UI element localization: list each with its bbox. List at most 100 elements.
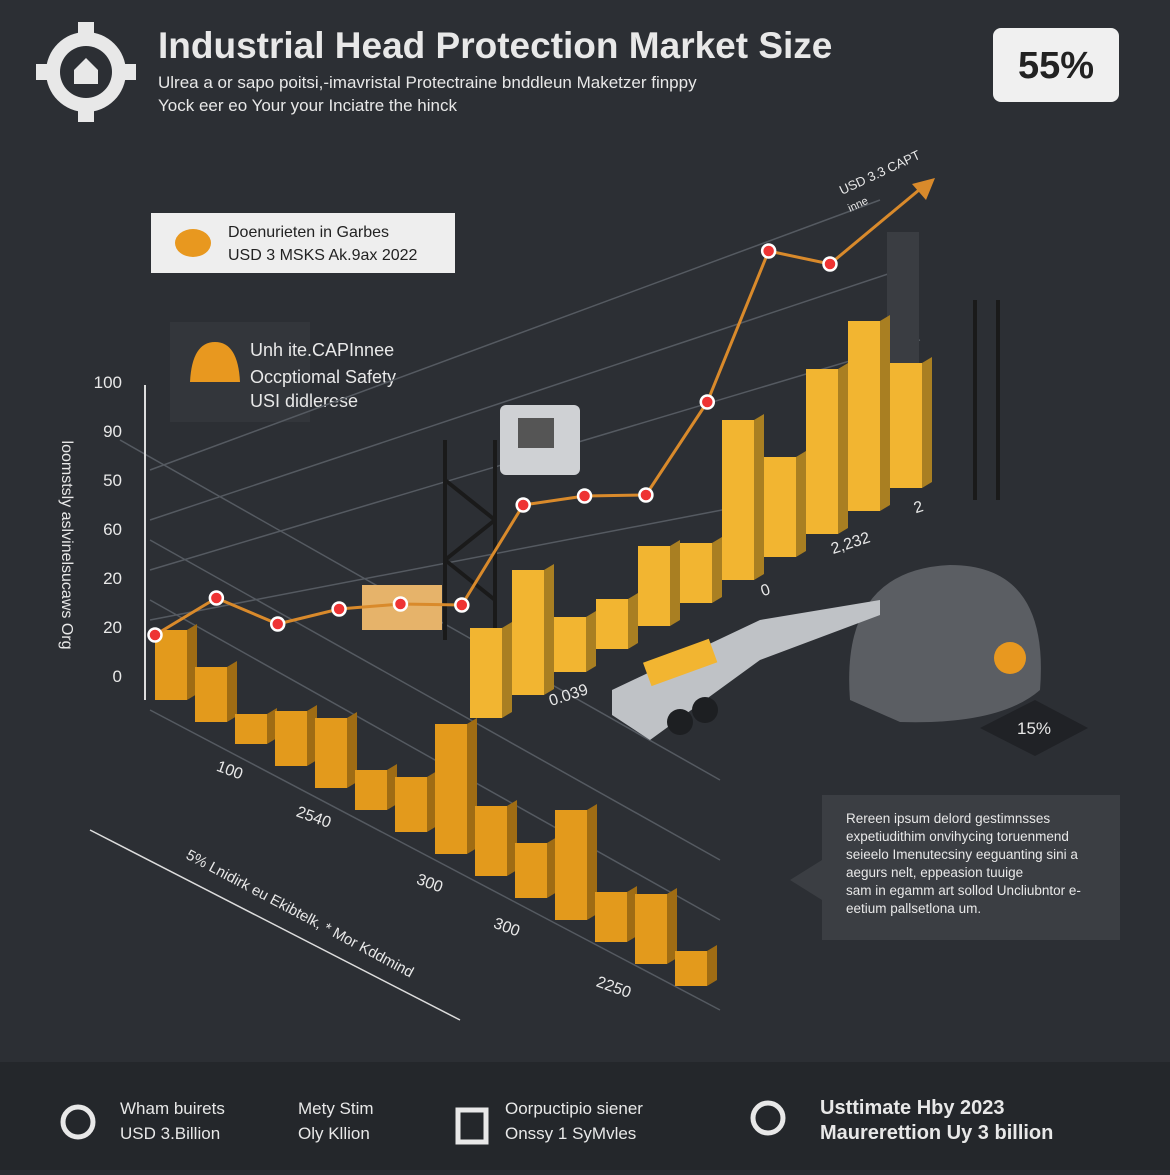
y-tick-label: 20	[103, 618, 122, 637]
bar-side	[707, 945, 717, 986]
footer-bar	[0, 1062, 1170, 1170]
callout-text: Doenurieten in Garbes	[228, 224, 389, 241]
footer-text: USD 3.Billion	[120, 1124, 220, 1143]
text-box-line: eetium pallsetlona um.	[846, 901, 981, 916]
bar	[596, 599, 628, 649]
bar-side	[227, 661, 237, 722]
bar	[275, 711, 307, 766]
bar-side	[922, 357, 932, 488]
trend-point	[638, 487, 654, 503]
machine-screen	[518, 418, 554, 448]
bar-side	[307, 705, 317, 766]
trend-point	[576, 488, 593, 504]
helmet-note: Unh ite.CAPInnee	[250, 340, 394, 360]
bar	[315, 718, 347, 788]
bar	[722, 420, 754, 580]
tower	[443, 300, 1000, 640]
bar	[554, 617, 586, 672]
trend-point	[269, 616, 286, 632]
trend-point	[515, 497, 531, 513]
bar-side	[838, 363, 848, 534]
bar-side	[507, 800, 517, 876]
footer-text: Usttimate Hby 2023	[820, 1097, 1005, 1119]
badge-box	[993, 28, 1119, 102]
text-box-line: aegurs nelt, eppeasion tuuige	[846, 865, 1023, 880]
badge-diamond	[980, 700, 1088, 756]
y-tick-label: 60	[103, 520, 122, 539]
footer-text: Wham buirets	[120, 1099, 225, 1118]
trend-point	[147, 627, 163, 643]
title: Industrial Head Protection Market Size	[158, 25, 832, 66]
diagonal-axis	[89, 829, 461, 1021]
trend-point	[392, 596, 409, 612]
y-tick-label: 20	[103, 569, 122, 588]
bar	[235, 714, 267, 744]
subtitle: Yock eer eo Your your Inciatre the hinck	[158, 96, 457, 115]
bar-side	[587, 804, 597, 920]
bar-side	[586, 611, 596, 672]
bar-side	[467, 718, 477, 854]
trend-point	[699, 394, 716, 410]
shadow-bar	[887, 232, 919, 367]
coin-icon	[175, 229, 211, 257]
bar-side	[547, 837, 557, 898]
bar-side	[667, 888, 677, 964]
bar	[764, 457, 796, 557]
footer-text: Onssy 1 SyMvles	[505, 1124, 636, 1143]
footer-icons	[60, 1100, 786, 1145]
bar-side	[187, 624, 197, 700]
bar	[890, 363, 922, 488]
bar	[512, 570, 544, 695]
bar-side	[387, 764, 397, 810]
bar	[355, 770, 387, 810]
bar	[680, 543, 712, 603]
bar-side	[347, 712, 357, 788]
text-box-line: Rereen ipsum delord gestimnsses	[846, 811, 1050, 826]
text-box-line: expetiudithim onvihycing toruenmend	[846, 829, 1069, 844]
bar-side	[502, 622, 512, 718]
truck	[612, 600, 880, 740]
callout-text: USD 3 MSKS Ak.9ax 2022	[228, 247, 418, 264]
side-badge: 15%	[1017, 719, 1051, 738]
badge: 55%	[1018, 45, 1094, 87]
hard-hat	[849, 565, 1041, 723]
subtitle: Ulrea a or sapo poitsi,-imavristal Prote…	[158, 73, 697, 92]
helmet-note: Occptiomal Safety	[250, 367, 396, 387]
trend-point	[822, 256, 838, 272]
bar-side	[628, 593, 638, 649]
bar	[848, 321, 880, 511]
bar	[806, 369, 838, 534]
y-tick-label: 50	[103, 471, 122, 490]
bar	[555, 810, 587, 920]
text-box	[790, 795, 1120, 940]
y-axis-label: loomstsly aslvinelsucaws Org	[58, 441, 75, 650]
trend-point	[331, 601, 347, 617]
footer-text: Oorpuctipio siener	[505, 1099, 643, 1118]
gear-icon	[36, 22, 136, 122]
footer-text: Mety Stim	[298, 1099, 374, 1118]
y-tick-label: 100	[94, 373, 122, 392]
footer-text: Oly Kllion	[298, 1124, 370, 1143]
bar	[195, 667, 227, 722]
bar	[155, 630, 187, 700]
trend-point	[760, 243, 777, 259]
text-box-line: seieelo Imenutecsiny eeguanting sini a	[846, 847, 1078, 862]
bar	[435, 724, 467, 854]
arrow-head	[912, 178, 935, 200]
bar-side	[544, 564, 554, 695]
bar	[475, 806, 507, 876]
bar-side	[754, 414, 764, 580]
bar	[635, 894, 667, 964]
bar-side	[267, 708, 277, 744]
bar-side	[670, 540, 680, 626]
bar-side	[880, 315, 890, 511]
bar	[395, 777, 427, 832]
bar-side	[427, 771, 437, 832]
bar-side	[712, 537, 722, 603]
text-box-lines: Rereen ipsum delord gestimnsses expetiudi…	[846, 811, 1081, 916]
bar	[638, 546, 670, 626]
trend-line	[154, 249, 831, 637]
footer-text: Maurerettion Uy 3 billion	[820, 1122, 1053, 1144]
text-box-line: sam in egamm art sollod Uncliubntor e-	[846, 883, 1081, 898]
